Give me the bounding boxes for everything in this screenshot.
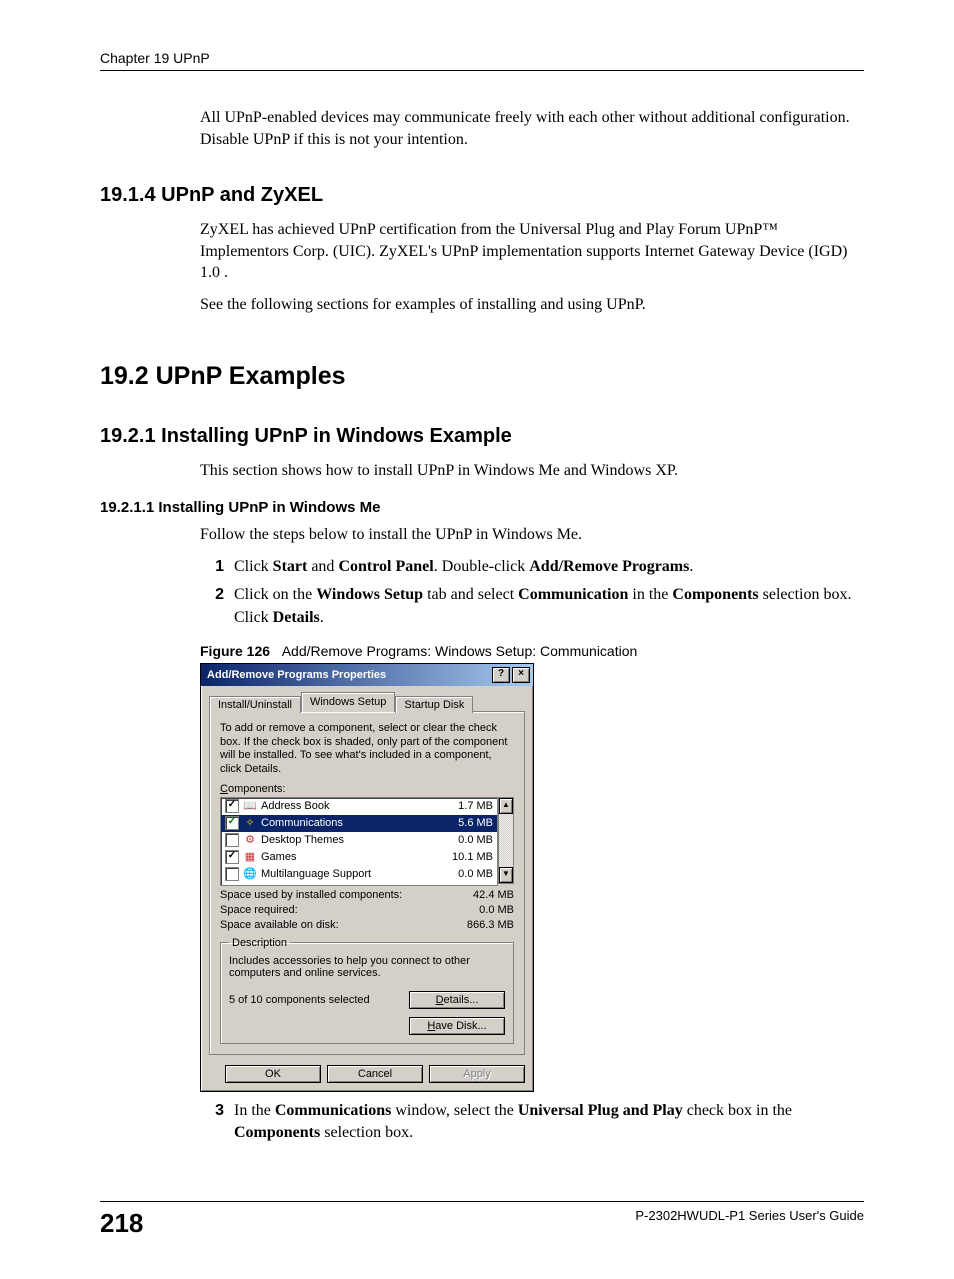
description-text: Includes accessories to help you connect… (229, 955, 505, 979)
figure-126-caption: Figure 126 Add/Remove Programs: Windows … (200, 643, 864, 659)
component-checkbox[interactable] (225, 833, 239, 847)
component-size: 0.0 MB (439, 868, 493, 880)
component-row[interactable]: ✧ Communications5.6 MB (221, 815, 497, 832)
space-used-row: Space used by installed components: 42.4… (220, 889, 514, 901)
p-19-1-4-a: ZyXEL has achieved UPnP certification fr… (200, 219, 864, 284)
component-row[interactable]: 📖 Address Book1.7 MB (221, 798, 497, 815)
step-1: 1 Click Start and Control Panel. Double-… (200, 556, 864, 578)
heading-19-2-1: 19.2.1 Installing UPnP in Windows Exampl… (100, 425, 864, 448)
component-name: Desktop Themes (261, 834, 439, 846)
chapter-line: Chapter 19 UPnP (100, 50, 210, 66)
component-name: Address Book (261, 800, 439, 812)
have-disk-button[interactable]: Have Disk... (409, 1017, 505, 1035)
component-name: Games (261, 851, 439, 863)
dialog-main-buttons: OK Cancel Apply (209, 1065, 525, 1083)
components-label: Components: (220, 783, 514, 795)
figure-caption-text: Add/Remove Programs: Windows Setup: Comm… (282, 643, 638, 659)
tab-windows-setup[interactable]: Windows Setup (301, 692, 395, 712)
tab-install-uninstall[interactable]: Install/Uninstall (209, 696, 301, 713)
tab-pane: To add or remove a component, select or … (209, 711, 525, 1055)
step-1-text: Click Start and Control Panel. Double-cl… (234, 556, 864, 578)
component-name: Multilanguage Support (261, 868, 439, 880)
space-required-label: Space required: (220, 904, 298, 916)
close-button[interactable]: × (512, 667, 530, 683)
p-19-2-1: This section shows how to install UPnP i… (200, 460, 864, 482)
selected-count: 5 of 10 components selected (229, 994, 370, 1006)
component-size: 0.0 MB (439, 834, 493, 846)
step-2-text: Click on the Windows Setup tab and selec… (234, 584, 864, 629)
component-icon: ⚙ (243, 833, 257, 847)
heading-19-2: 19.2 UPnP Examples (100, 362, 864, 391)
component-icon: 🌐 (243, 867, 257, 881)
description-legend: Description (229, 937, 290, 949)
step-2-number: 2 (200, 584, 224, 629)
component-size: 5.6 MB (439, 817, 493, 829)
space-available-value: 866.3 MB (467, 919, 514, 931)
heading-19-1-4: 19.1.4 UPnP and ZyXEL (100, 184, 864, 207)
step-3-text: In the Communications window, select the… (234, 1100, 864, 1145)
description-group: Description Includes accessories to help… (220, 937, 514, 1044)
step-2: 2 Click on the Windows Setup tab and sel… (200, 584, 864, 629)
cancel-button[interactable]: Cancel (327, 1065, 423, 1083)
component-checkbox[interactable] (225, 816, 239, 830)
tab-startup-disk[interactable]: Startup Disk (395, 696, 473, 713)
step-3-number: 3 (200, 1100, 224, 1145)
scroll-track[interactable] (499, 814, 513, 867)
add-remove-programs-dialog: Add/Remove Programs Properties ? × Insta… (200, 663, 534, 1092)
space-used-value: 42.4 MB (473, 889, 514, 901)
component-name: Communications (261, 817, 439, 829)
heading-19-2-1-1: 19.2.1.1 Installing UPnP in Windows Me (100, 499, 864, 516)
space-required-row: Space required: 0.0 MB (220, 904, 514, 916)
dialog-title: Add/Remove Programs Properties (207, 669, 386, 681)
guide-name: P-2302HWUDL-P1 Series User's Guide (635, 1208, 864, 1223)
p-19-2-1-1: Follow the steps below to install the UP… (200, 524, 864, 546)
space-available-row: Space available on disk: 866.3 MB (220, 919, 514, 931)
component-row[interactable]: 🌐 Multilanguage Support0.0 MB (221, 866, 497, 883)
component-size: 1.7 MB (439, 800, 493, 812)
space-available-label: Space available on disk: (220, 919, 339, 931)
figure-label: Figure 126 (200, 643, 270, 659)
component-checkbox[interactable] (225, 799, 239, 813)
components-listbox[interactable]: 📖 Address Book1.7 MB ✧ Communications5.6 MB… (220, 797, 498, 886)
scroll-down-button[interactable]: ▼ (499, 867, 513, 883)
help-button[interactable]: ? (492, 667, 510, 683)
ok-button[interactable]: OK (225, 1065, 321, 1083)
component-icon: ▦ (243, 850, 257, 864)
component-icon: ✧ (243, 816, 257, 830)
page-header: Chapter 19 UPnP (100, 50, 864, 71)
p-19-1-4-b: See the following sections for examples … (200, 294, 864, 316)
intro-paragraph: All UPnP-enabled devices may communicate… (200, 107, 864, 150)
details-button[interactable]: Details... (409, 991, 505, 1009)
steps-list-cont: 3 In the Communications window, select t… (200, 1100, 864, 1145)
page-number: 218 (100, 1208, 143, 1239)
apply-button[interactable]: Apply (429, 1065, 525, 1083)
component-checkbox[interactable] (225, 850, 239, 864)
dialog-titlebar[interactable]: Add/Remove Programs Properties ? × (201, 664, 533, 686)
step-1-number: 1 (200, 556, 224, 578)
component-row[interactable]: ⚙ Desktop Themes0.0 MB (221, 832, 497, 849)
instruction-text: To add or remove a component, select or … (220, 722, 514, 777)
listbox-scrollbar[interactable]: ▲ ▼ (498, 797, 514, 884)
component-checkbox[interactable] (225, 867, 239, 881)
step-3: 3 In the Communications window, select t… (200, 1100, 864, 1145)
page-footer: 218 P-2302HWUDL-P1 Series User's Guide (100, 1201, 864, 1239)
component-row[interactable]: ▦ Games10.1 MB (221, 849, 497, 866)
space-used-label: Space used by installed components: (220, 889, 402, 901)
steps-list: 1 Click Start and Control Panel. Double-… (200, 556, 864, 629)
component-size: 10.1 MB (439, 851, 493, 863)
dialog-tabs: Install/Uninstall Windows Setup Startup … (209, 692, 525, 712)
space-required-value: 0.0 MB (479, 904, 514, 916)
scroll-up-button[interactable]: ▲ (499, 798, 513, 814)
component-icon: 📖 (243, 799, 257, 813)
